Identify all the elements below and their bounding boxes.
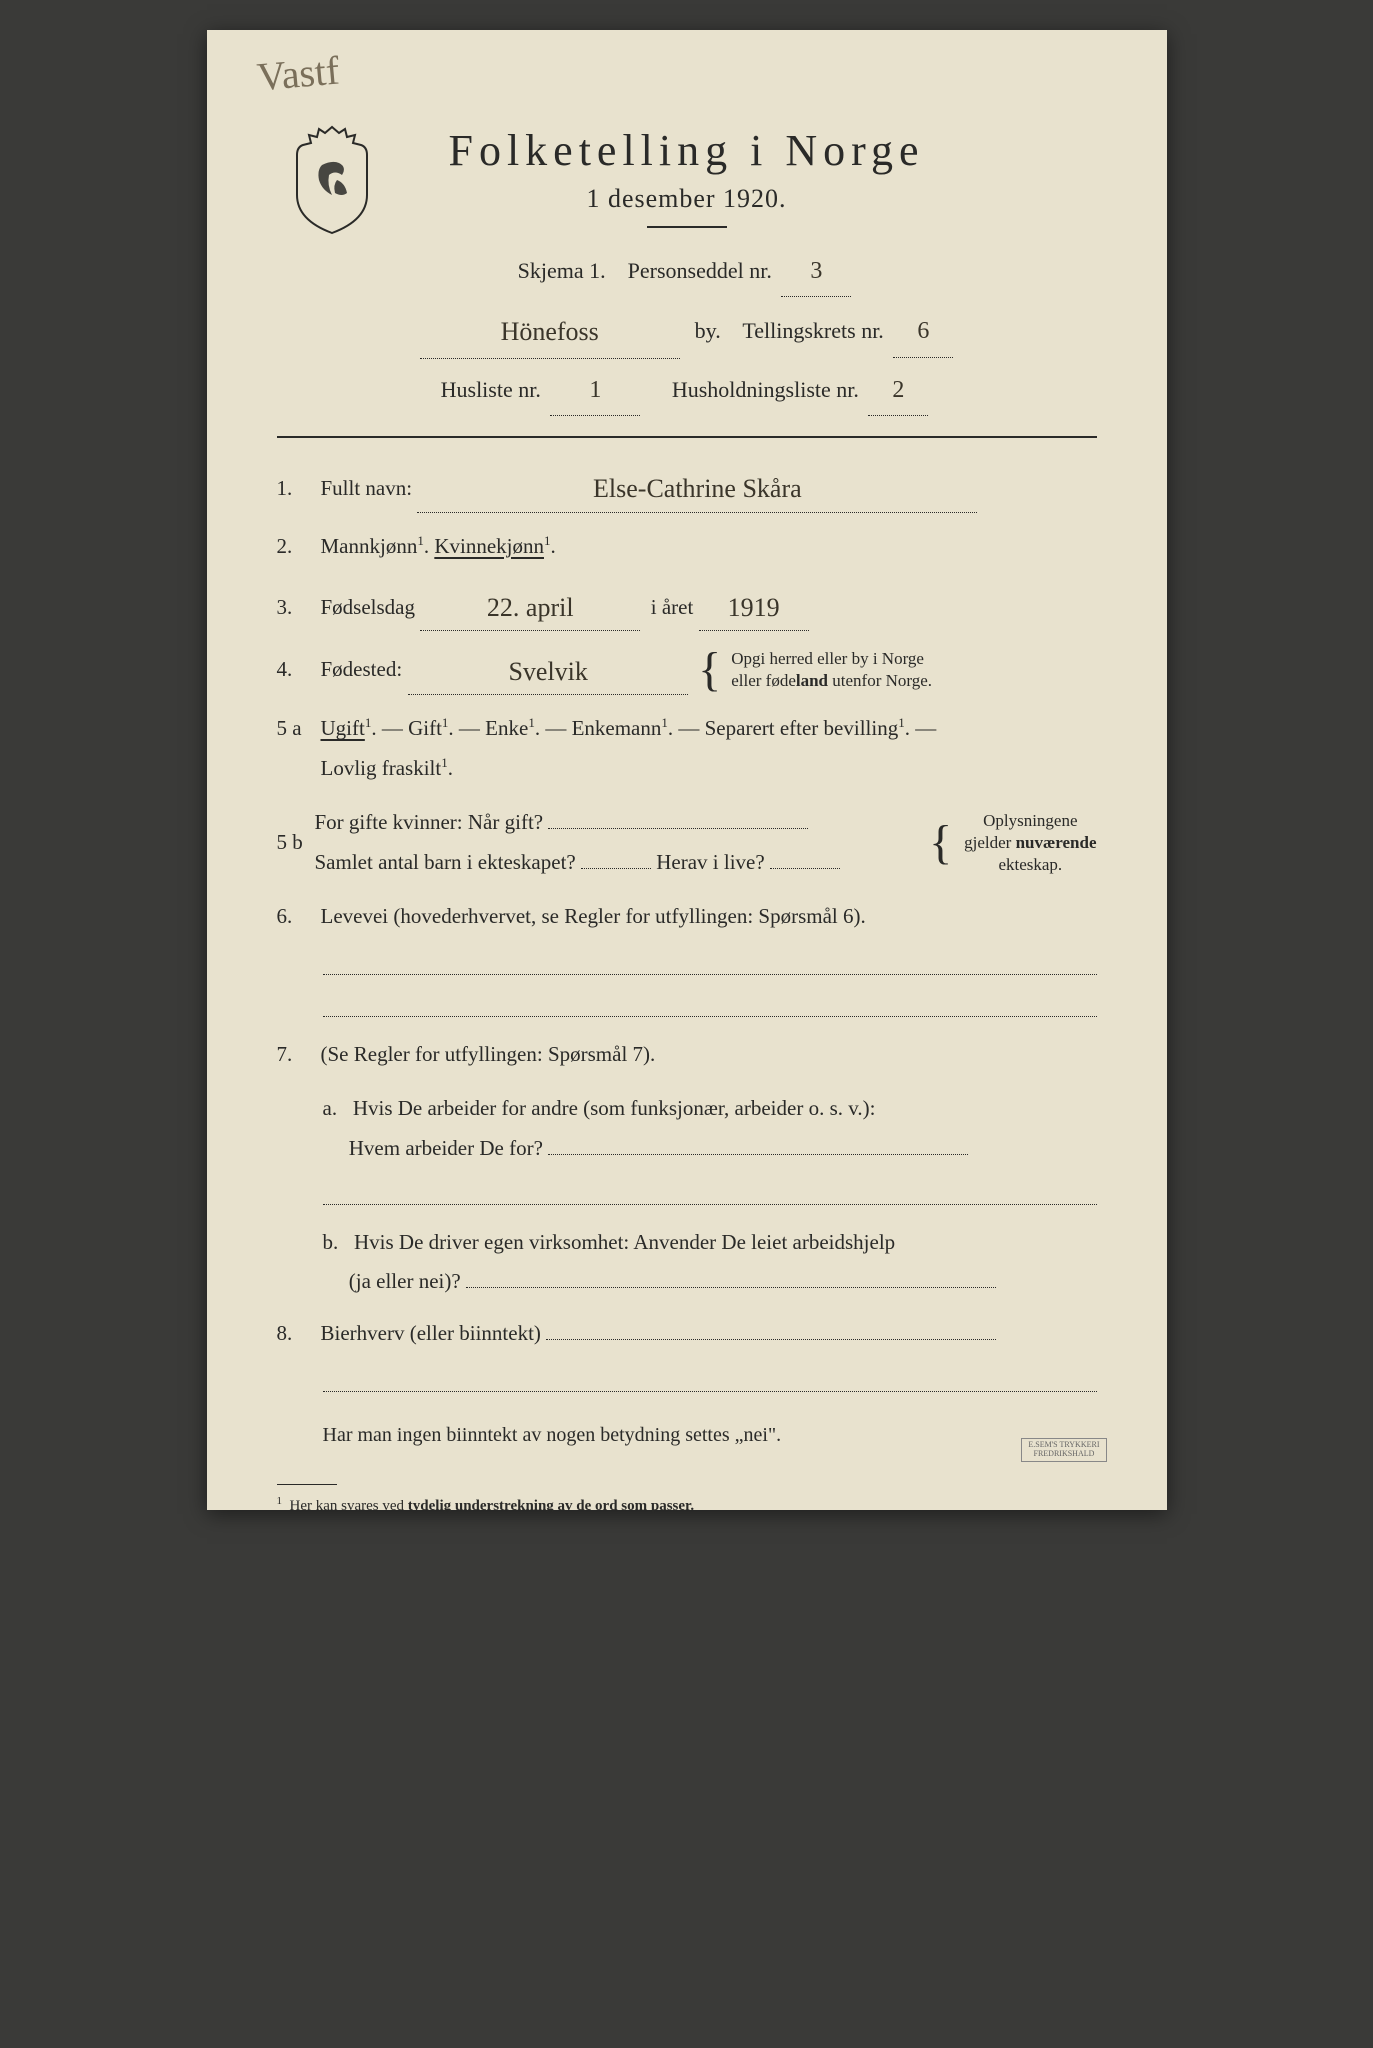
q4-label: Fødested: xyxy=(321,650,403,690)
q8-label: Bierhverv (eller biinntekt) xyxy=(321,1321,541,1345)
husholdning-label: Husholdningsliste nr. xyxy=(672,377,859,402)
sup: 1 xyxy=(544,533,551,548)
personseddel-label: Personseddel nr. xyxy=(628,258,772,283)
meta-line-3: Husliste nr. 1 Husholdningsliste nr. 2 xyxy=(277,365,1097,416)
tellingskrets-value: 6 xyxy=(917,318,929,344)
q7a-l1: Hvis De arbeider for andre (som funksjon… xyxy=(353,1096,876,1120)
q3-num: 3. xyxy=(277,588,307,628)
divider-icon xyxy=(277,436,1097,438)
margin-annotation: Vastf xyxy=(255,47,341,101)
q4-note: Opgi herred eller by i Norge eller fødel… xyxy=(731,648,932,692)
blank-line xyxy=(323,993,1097,1017)
q6-label: Levevei (hovederhvervet, se Regler for u… xyxy=(321,897,1097,937)
q1-row: 1. Fullt navn: Else-Cathrine Skåra xyxy=(277,462,1097,512)
q5a-opt-enkemann: Enkemann xyxy=(572,716,662,740)
q7b-l1: Hvis De driver egen virksomhet: Anvender… xyxy=(354,1230,895,1254)
q7b-num: b. xyxy=(323,1230,339,1254)
q5a-row: 5 a Ugift1. — Gift1. — Enke1. — Enkemann… xyxy=(277,709,1097,789)
q4-note-l1: Opgi herred eller by i Norge xyxy=(731,649,924,668)
q3-row: 3. Fødselsdag 22. april i året 1919 xyxy=(277,581,1097,631)
q2-female: Kvinnekjønn xyxy=(434,534,544,558)
q3-daymonth: 22. april xyxy=(487,593,574,622)
q3-yearlabel: i året xyxy=(651,595,694,619)
q5b-note-l1: Oplysningene xyxy=(983,811,1077,830)
q7a: a. Hvis De arbeider for andre (som funks… xyxy=(323,1089,1097,1169)
q7-num: 7. xyxy=(277,1035,307,1075)
q5a-opts: Ugift1. — Gift1. — Enke1. — Enkemann1. —… xyxy=(321,709,1097,789)
q7-row: 7. (Se Regler for utfyllingen: Spørsmål … xyxy=(277,1035,1097,1075)
divider-icon xyxy=(647,226,727,228)
by-label: by. xyxy=(695,318,721,343)
husliste-label: Husliste nr. xyxy=(441,377,541,402)
q1-label: Fullt navn: xyxy=(321,476,413,500)
q5b-num: 5 b xyxy=(277,823,307,863)
q7a-num: a. xyxy=(323,1096,338,1120)
q4-row: 4. Fødested: Svelvik { Opgi herred eller… xyxy=(277,645,1097,695)
blank-line xyxy=(323,1181,1097,1205)
q5a-opt-separert: Separert efter bevilling xyxy=(705,716,899,740)
q5b-l3: Herav i live? xyxy=(656,850,764,874)
q5b-note-l3: ekteskap. xyxy=(998,855,1062,874)
questions-block: 1. Fullt navn: Else-Cathrine Skåra 2. Ma… xyxy=(277,462,1097,1520)
q3-year: 1919 xyxy=(728,593,780,622)
form-date: 1 desember 1920. xyxy=(277,184,1097,214)
census-form-page: Vastf Folketelling i Norge 1 desember 19… xyxy=(207,30,1167,1510)
q5b-row: 5 b For gifte kvinner: Når gift? Samlet … xyxy=(277,803,1097,883)
q6-row: 6. Levevei (hovederhvervet, se Regler fo… xyxy=(277,897,1097,937)
by-value: Hönefoss xyxy=(501,317,599,346)
q4-num: 4. xyxy=(277,650,307,690)
q5a-opt-ugift: Ugift xyxy=(321,716,365,740)
q2-row: 2. Mannkjønn1. Kvinnekjønn1. xyxy=(277,527,1097,567)
q8-row: 8. Bierhverv (eller biinntekt) xyxy=(277,1314,1097,1354)
meta-line-1: Skjema 1. Personseddel nr. 3 xyxy=(277,246,1097,297)
q5a-opt-fraskilt: Lovlig fraskilt xyxy=(321,756,442,780)
meta-block: Skjema 1. Personseddel nr. 3 Hönefoss by… xyxy=(277,246,1097,416)
printer-stamp: E.SEM'S TRYKKERI FREDRIKSHALD xyxy=(1021,1438,1106,1462)
skjema-label: Skjema 1. xyxy=(518,258,606,283)
stamp-l2: FREDRIKSHALD xyxy=(1034,1449,1095,1458)
blank-line xyxy=(323,1368,1097,1392)
sup: 1 xyxy=(417,533,424,548)
helper-text: Har man ingen biinntekt av nogen betydni… xyxy=(323,1416,1097,1454)
form-header: Folketelling i Norge 1 desember 1920. Sk… xyxy=(277,125,1097,416)
q7b: b. Hvis De driver egen virksomhet: Anven… xyxy=(323,1223,1097,1303)
q2-num: 2. xyxy=(277,527,307,567)
q1-num: 1. xyxy=(277,469,307,509)
footnote-num: 1 xyxy=(277,1495,283,1507)
q5b-note: Oplysningene gjelder nuværende ekteskap. xyxy=(964,810,1096,876)
q8-num: 8. xyxy=(277,1314,307,1354)
stamp-l1: E.SEM'S TRYKKERI xyxy=(1028,1440,1099,1449)
q5a-opt-gift: Gift xyxy=(408,716,442,740)
q7b-l2: (ja eller nei)? xyxy=(349,1269,461,1293)
q5a-opt-enke: Enke xyxy=(485,716,528,740)
blank-line xyxy=(323,951,1097,975)
q4-value: Svelvik xyxy=(508,657,587,686)
coat-of-arms-icon xyxy=(287,125,377,235)
q5a-num: 5 a xyxy=(277,709,307,749)
q7-label: (Se Regler for utfyllingen: Spørsmål 7). xyxy=(321,1035,1097,1075)
q5b-l2: Samlet antal barn i ekteskapet? xyxy=(315,850,576,874)
meta-line-2: Hönefoss by. Tellingskrets nr. 6 xyxy=(277,303,1097,359)
divider-icon xyxy=(277,1484,337,1485)
husliste-value: 1 xyxy=(589,377,601,403)
q5b-l1: For gifte kvinner: Når gift? xyxy=(315,810,544,834)
q1-value: Else-Cathrine Skåra xyxy=(593,474,802,503)
q5b-note-l2: gjelder nuværende xyxy=(964,833,1096,852)
footnote: 1 Her kan svares ved tydelig understrekn… xyxy=(277,1491,1097,1521)
footnote-text: Her kan svares ved tydelig understreknin… xyxy=(290,1498,695,1514)
q7a-l2: Hvem arbeider De for? xyxy=(349,1136,543,1160)
q4-note-l2: eller fødeland utenfor Norge. xyxy=(731,671,932,690)
tellingskrets-label: Tellingskrets nr. xyxy=(742,318,883,343)
q2-male: Mannkjønn xyxy=(321,534,418,558)
form-title: Folketelling i Norge xyxy=(277,125,1097,176)
husholdning-value: 2 xyxy=(892,377,904,403)
q3-label: Fødselsdag xyxy=(321,595,416,619)
q6-num: 6. xyxy=(277,897,307,937)
personseddel-value: 3 xyxy=(810,258,822,284)
